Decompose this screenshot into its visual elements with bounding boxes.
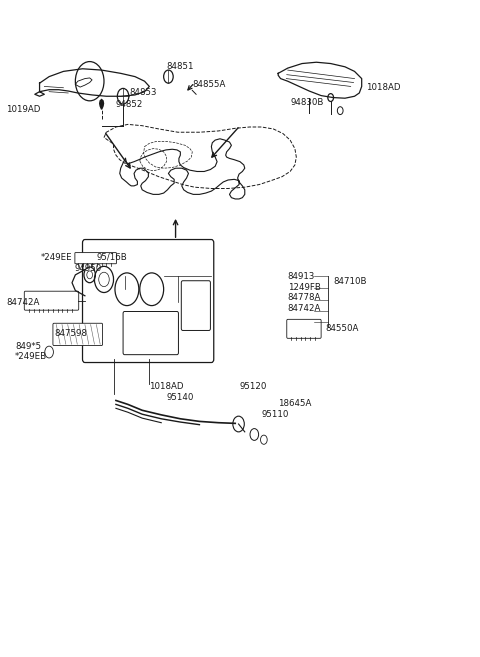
- FancyBboxPatch shape: [181, 281, 210, 330]
- Text: 1018AD: 1018AD: [366, 83, 401, 92]
- Text: 847598: 847598: [55, 329, 88, 338]
- FancyBboxPatch shape: [53, 323, 103, 346]
- Text: 84913: 84913: [288, 271, 315, 281]
- Text: 94830B: 94830B: [290, 99, 324, 107]
- FancyBboxPatch shape: [75, 252, 116, 263]
- Text: 84778A: 84778A: [288, 293, 321, 302]
- Text: *249EE: *249EE: [41, 253, 72, 261]
- FancyBboxPatch shape: [83, 240, 214, 363]
- Text: 84710B: 84710B: [333, 277, 367, 286]
- Polygon shape: [100, 99, 104, 109]
- Text: 95110: 95110: [262, 411, 289, 419]
- Text: *249EB: *249EB: [15, 352, 47, 361]
- Text: 849*5: 849*5: [16, 342, 42, 351]
- Text: 1249FB: 1249FB: [288, 283, 321, 292]
- Text: 95/16B: 95/16B: [97, 253, 128, 261]
- Text: 94950: 94950: [74, 264, 102, 273]
- Text: 95120: 95120: [240, 382, 267, 390]
- Text: 84851: 84851: [166, 62, 193, 72]
- Text: 1019AD: 1019AD: [6, 105, 40, 114]
- Text: 84742A: 84742A: [6, 298, 39, 307]
- Text: 94852: 94852: [116, 100, 144, 108]
- Text: 84855A: 84855A: [192, 80, 226, 89]
- Text: 1018AD: 1018AD: [149, 382, 184, 390]
- Text: 95140: 95140: [166, 393, 193, 401]
- FancyBboxPatch shape: [287, 319, 321, 338]
- Text: 84742A: 84742A: [288, 304, 321, 313]
- FancyBboxPatch shape: [24, 291, 79, 310]
- FancyBboxPatch shape: [123, 311, 179, 355]
- Text: 18645A: 18645A: [278, 399, 312, 408]
- Text: 84550A: 84550A: [325, 324, 359, 333]
- Text: 84853: 84853: [129, 89, 157, 97]
